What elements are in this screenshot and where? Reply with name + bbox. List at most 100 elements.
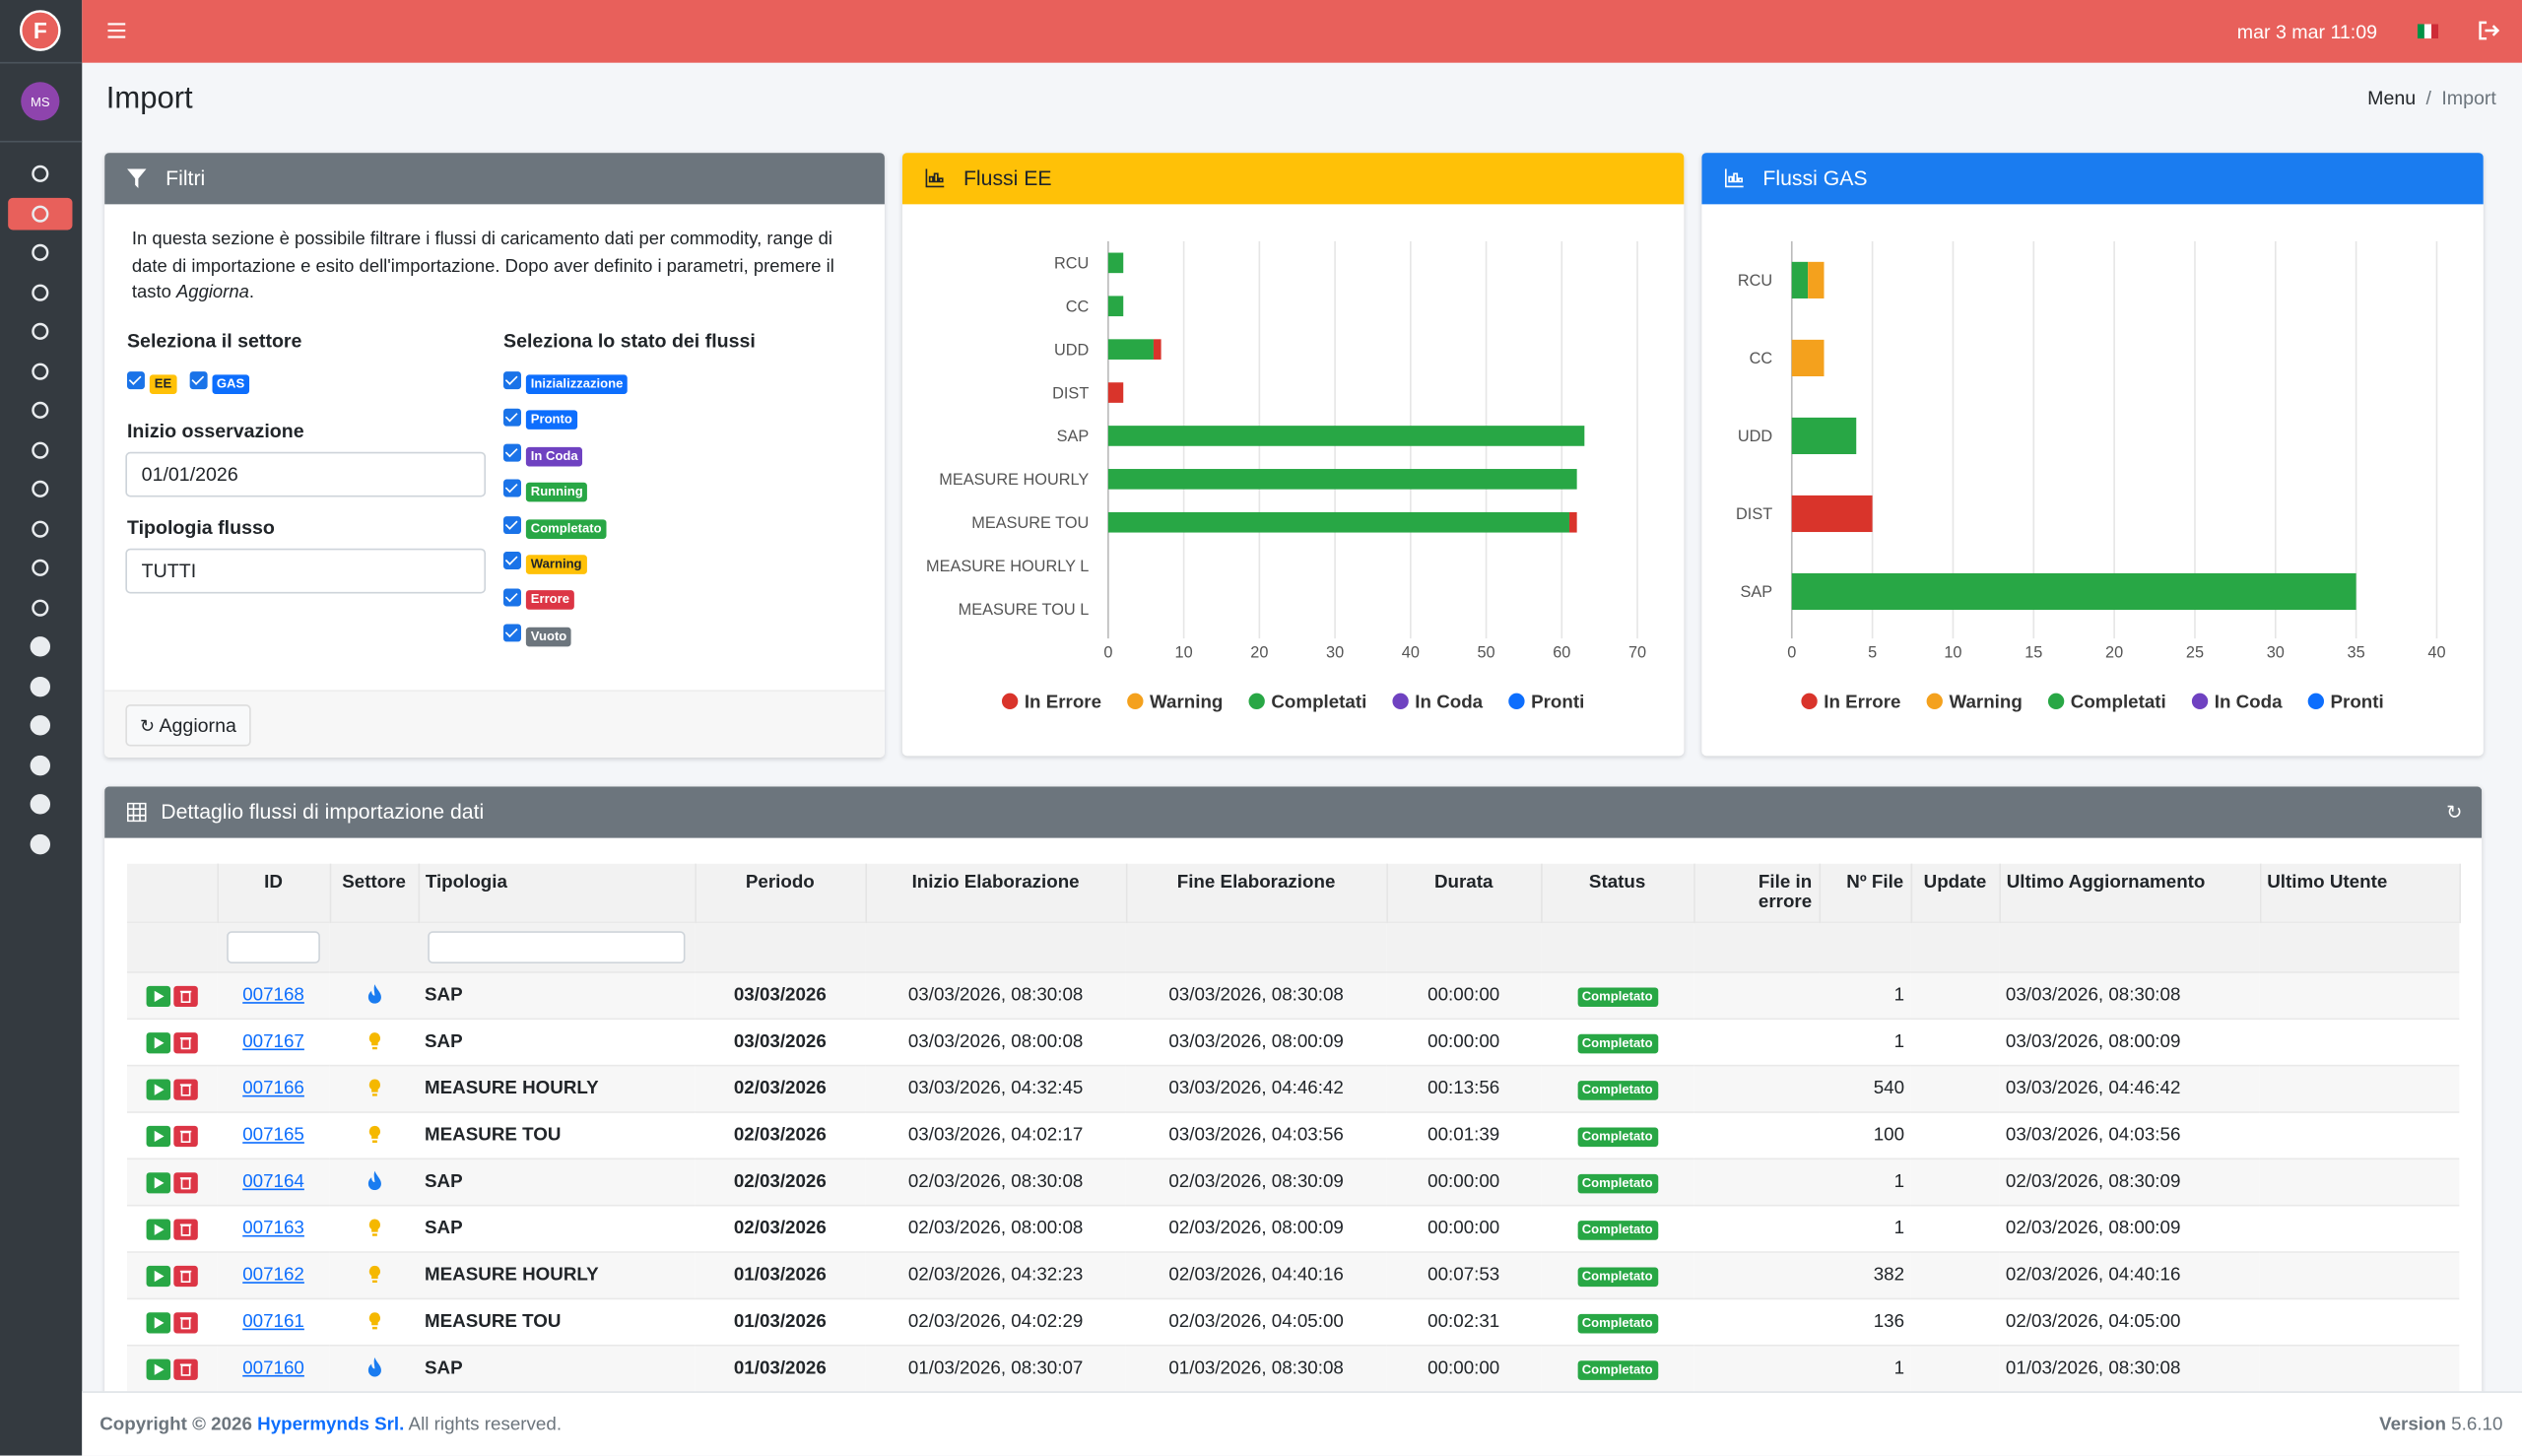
run-button[interactable]: [146, 984, 171, 1007]
id-link[interactable]: 007168: [242, 985, 304, 1006]
breadcrumb-item[interactable]: Menu: [2367, 87, 2417, 110]
legend-label[interactable]: Warning: [1949, 691, 2022, 711]
logo[interactable]: [19, 10, 61, 51]
delete-button[interactable]: [173, 1265, 198, 1287]
checkbox: [189, 371, 208, 390]
header-cell: Update: [1910, 863, 2001, 923]
table-cell: [1910, 1344, 2000, 1392]
table-cell: 02/03/2026, 08:00:08: [865, 1204, 1126, 1253]
menu-icon[interactable]: [32, 205, 49, 223]
company[interactable]: Hypermynds Srl.: [257, 1415, 405, 1435]
menu-icon[interactable]: [32, 441, 49, 459]
id-link[interactable]: 007165: [242, 1125, 304, 1146]
menu-icon[interactable]: [30, 676, 51, 697]
filter-cell: [1386, 921, 1542, 972]
menu-icon[interactable]: [32, 480, 49, 497]
table-cell: 00:13:56: [1386, 1064, 1542, 1112]
checkbox-item[interactable]: Pronto: [503, 403, 628, 439]
table-cell: MEASURE TOU: [418, 1297, 696, 1346]
menu-icon[interactable]: [32, 165, 49, 182]
legend-label[interactable]: In Errore: [1824, 691, 1900, 711]
bar: [1791, 417, 1857, 455]
checkbox-item[interactable]: Running: [503, 475, 628, 511]
menu-icon[interactable]: [30, 755, 51, 776]
run-button[interactable]: [146, 1031, 171, 1053]
legend-label[interactable]: Completati: [2071, 691, 2166, 711]
table-cell: 01/03/2026, 08:30:08: [1999, 1344, 2260, 1392]
menu-toggle[interactable]: [107, 23, 126, 38]
run-button[interactable]: [146, 1357, 171, 1379]
menu-icon[interactable]: [30, 636, 51, 657]
id-link[interactable]: 007160: [242, 1358, 304, 1379]
run-button[interactable]: [146, 1078, 171, 1099]
menu-icon[interactable]: [32, 559, 49, 576]
refresh-button[interactable]: ↻ Aggiorna: [125, 704, 251, 747]
id-link[interactable]: 007167: [242, 1032, 304, 1052]
legend-label[interactable]: In Errore: [1025, 691, 1101, 711]
menu-icon[interactable]: [32, 401, 49, 419]
checkbox-item[interactable]: Warning: [503, 547, 628, 583]
run-button[interactable]: [146, 1218, 171, 1239]
table-cell: 02/03/2026, 08:30:09: [1999, 1158, 2260, 1206]
avatar[interactable]: [21, 82, 60, 121]
checkbox-item[interactable]: EE: [126, 366, 177, 394]
cell-text: 02/03/2026, 08:30:09: [2005, 1172, 2181, 1192]
bar: [1107, 511, 1569, 533]
menu-icon[interactable]: [32, 599, 49, 617]
menu-icon[interactable]: [32, 322, 49, 340]
table-cell: 02/03/2026, 04:02:29: [865, 1297, 1126, 1346]
run-button[interactable]: [146, 1265, 171, 1287]
delete-button[interactable]: [173, 1125, 198, 1147]
intro: In questa sezione è possibile filtrare i…: [132, 227, 856, 306]
menu-icon[interactable]: [32, 284, 49, 301]
legend-label[interactable]: In Coda: [2215, 691, 2283, 711]
flag-it[interactable]: [2417, 24, 2439, 39]
menu-icon[interactable]: [30, 833, 51, 855]
menu-icon[interactable]: [30, 794, 51, 815]
legend-label[interactable]: Warning: [1150, 691, 1223, 711]
table-cell: 01/03/2026, 08:30:07: [865, 1344, 1126, 1392]
sidebar: F MS: [0, 0, 83, 1456]
id-link[interactable]: 007163: [242, 1219, 304, 1239]
run-button[interactable]: [146, 1171, 171, 1193]
table-cell: 03/03/2026, 04:03:56: [1999, 1111, 2260, 1159]
active-item[interactable]: [8, 197, 73, 231]
checkbox-item[interactable]: Inizializzazione: [503, 366, 629, 403]
delete-button[interactable]: [173, 1357, 198, 1379]
id-link[interactable]: 007161: [242, 1312, 304, 1332]
run-button[interactable]: [146, 1311, 171, 1333]
logout[interactable]: [2477, 20, 2500, 42]
legend-label[interactable]: Pronti: [1531, 691, 1584, 711]
checkbox-item[interactable]: Vuoto: [503, 619, 628, 655]
checkbox-item[interactable]: Completato: [503, 510, 628, 547]
cell-text: 00:01:39: [1427, 1125, 1500, 1146]
run-button[interactable]: [146, 1125, 171, 1147]
delete-button[interactable]: [173, 1218, 198, 1239]
table-cell: 01/03/2026, 08:30:08: [1125, 1344, 1387, 1392]
id-link[interactable]: 007166: [242, 1079, 304, 1099]
delete-button[interactable]: [173, 1078, 198, 1099]
checkbox-item[interactable]: In Coda: [503, 438, 628, 475]
legend-label[interactable]: Pronti: [2331, 691, 2384, 711]
delete-button[interactable]: [173, 1311, 198, 1333]
tipologia-input[interactable]: TUTTI: [125, 548, 487, 594]
delete-button[interactable]: [173, 1031, 198, 1053]
delete-button[interactable]: [173, 984, 198, 1007]
menu-icon[interactable]: [32, 363, 49, 380]
date-input[interactable]: 01/01/2026: [125, 451, 487, 497]
checkbox-item[interactable]: GAS: [189, 366, 250, 394]
menu-icon[interactable]: [32, 243, 49, 261]
checkbox-item[interactable]: Errore: [503, 583, 628, 620]
id-link[interactable]: 007162: [242, 1265, 304, 1286]
id-link[interactable]: 007164: [242, 1172, 304, 1192]
filter-input[interactable]: [428, 931, 686, 963]
reload-icon[interactable]: ↻: [2446, 801, 2463, 824]
menu-icon[interactable]: [32, 520, 49, 538]
menu-icon[interactable]: [30, 715, 51, 736]
legend-label[interactable]: In Coda: [1415, 691, 1483, 711]
legend-label[interactable]: Completati: [1271, 691, 1366, 711]
filter-input[interactable]: [227, 931, 320, 963]
delete-button[interactable]: [173, 1171, 198, 1193]
table-cell: 03/03/2026, 08:30:08: [1999, 971, 2260, 1020]
